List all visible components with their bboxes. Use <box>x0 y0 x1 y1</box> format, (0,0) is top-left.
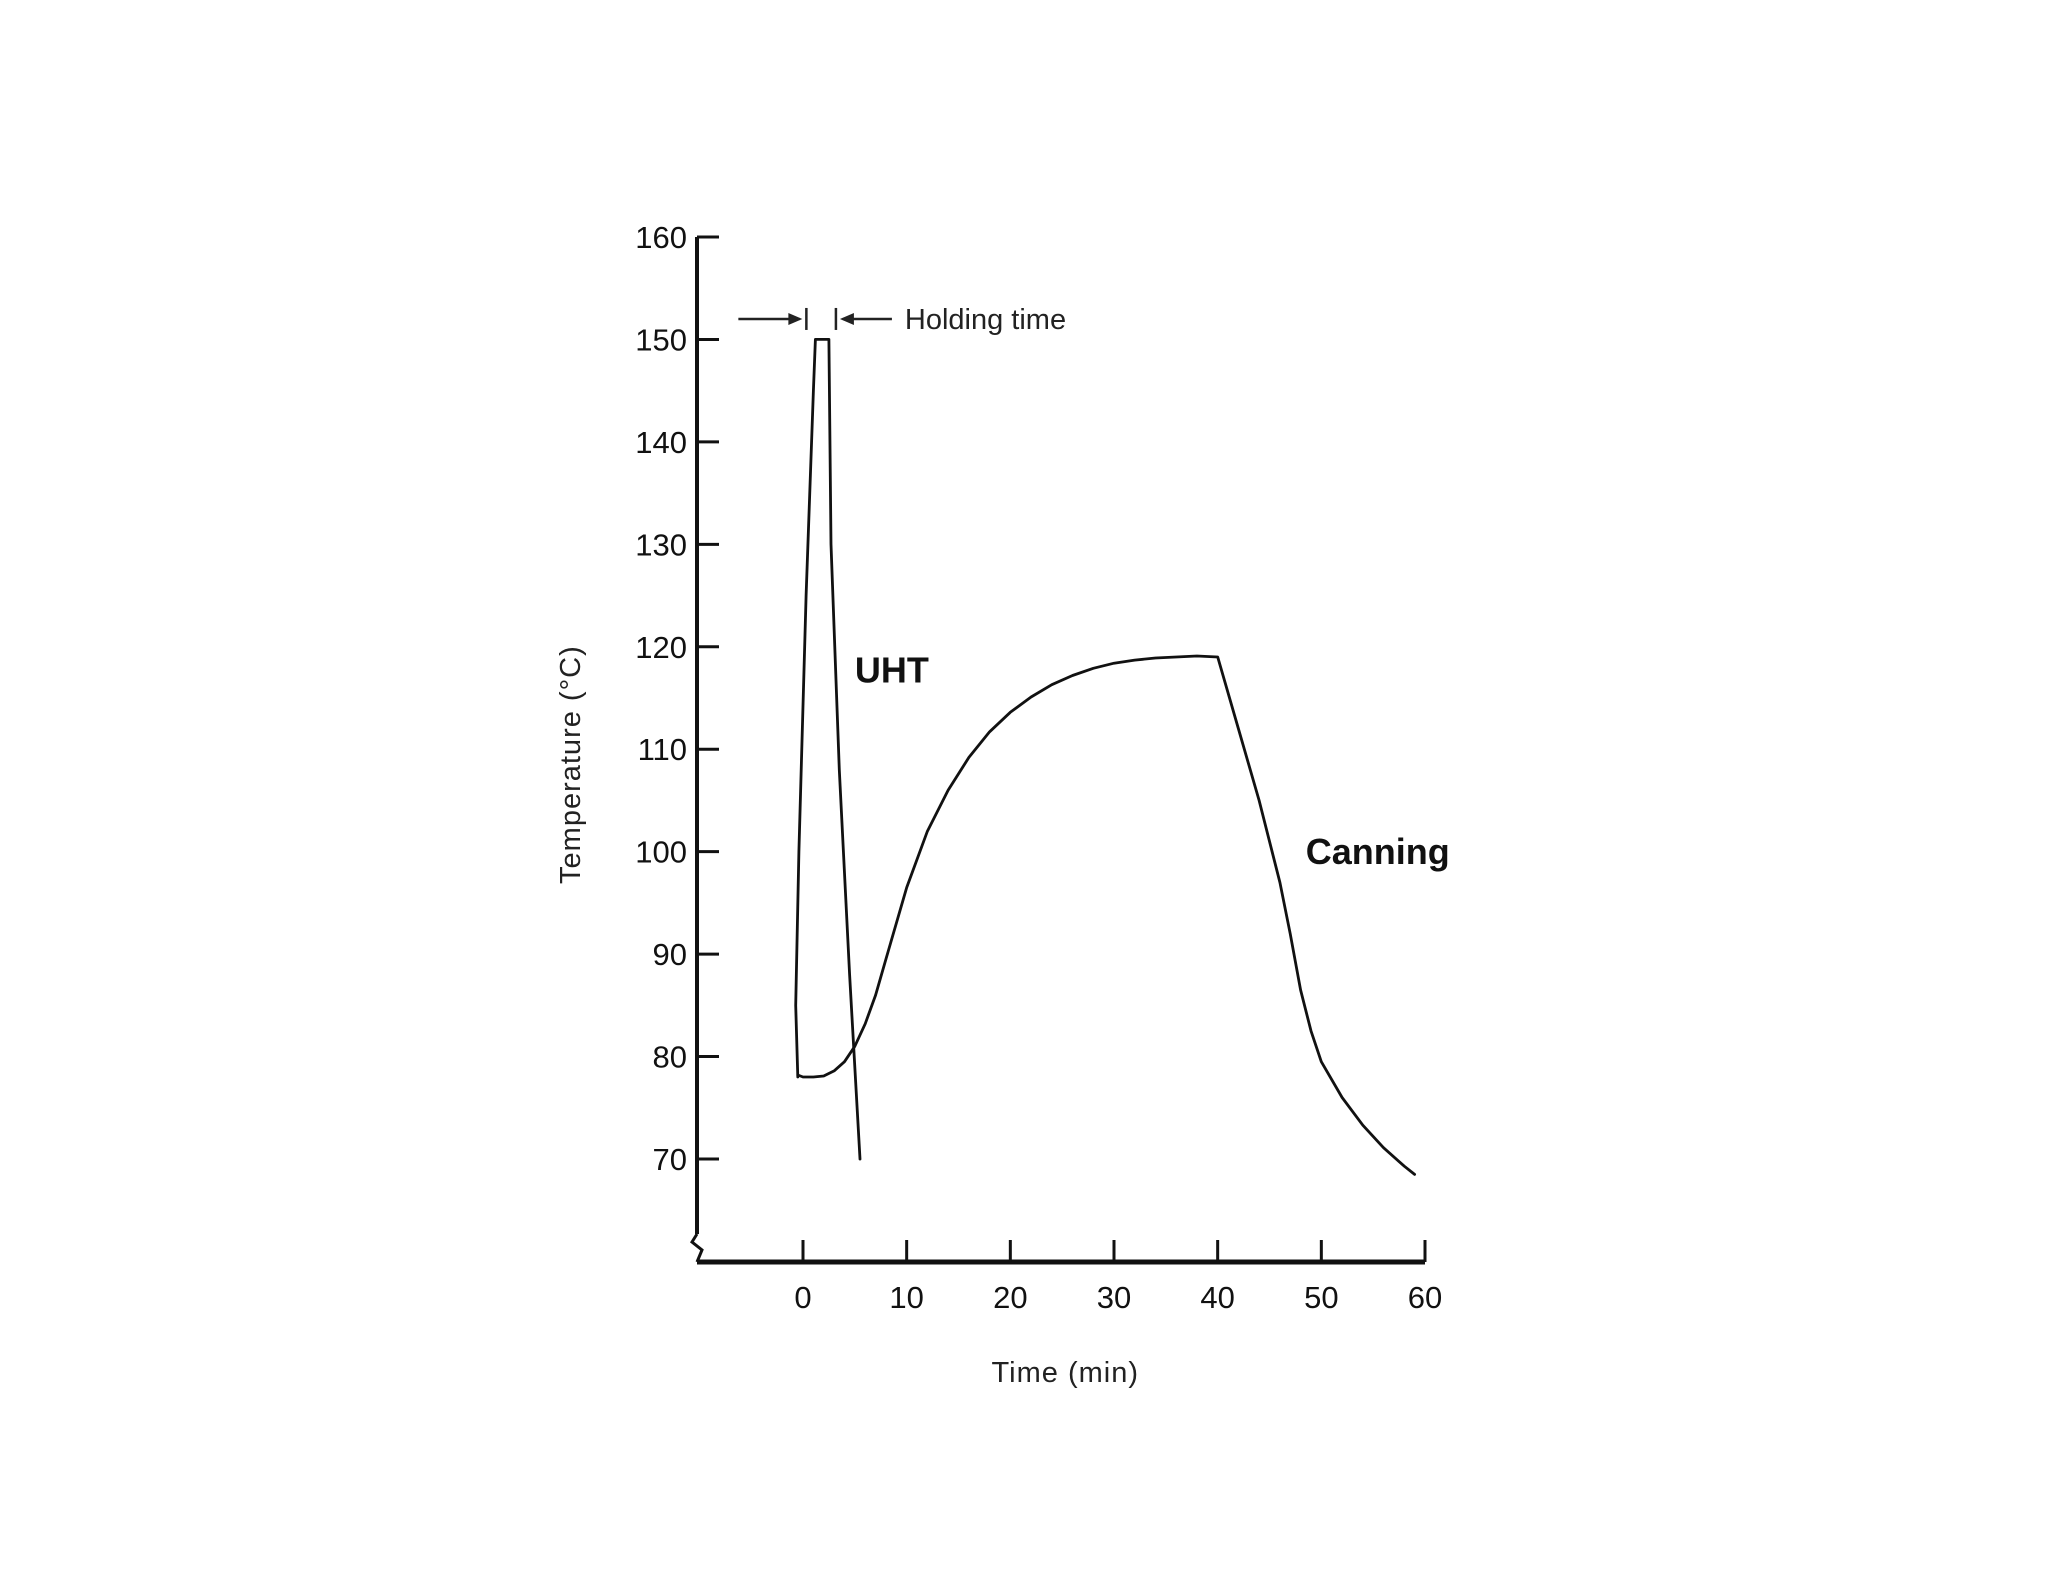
y-tick-label: 70 <box>653 1142 687 1177</box>
y-tick-label: 140 <box>635 425 687 460</box>
tick-labels: 70 80 90 100 110 120 130 140 150 160 0 10 20 30 40 50 60 <box>635 220 1442 1315</box>
chart-labels: UHT Canning Time (min) Temperature (°C) … <box>555 304 1450 1389</box>
x-tick-label: 10 <box>889 1280 923 1315</box>
holding-time-annotation <box>738 307 892 330</box>
x-tick-label: 20 <box>993 1280 1027 1315</box>
y-tick-label: 130 <box>635 527 687 562</box>
x-tick-label: 40 <box>1200 1280 1234 1315</box>
y-axis-title: Temperature (°C) <box>555 645 587 884</box>
x-tick-label: 60 <box>1408 1280 1442 1315</box>
y-tick-label: 120 <box>635 630 687 665</box>
series-line-canning <box>796 654 1416 1176</box>
y-tick-label: 110 <box>638 732 687 767</box>
x-tick-label: 50 <box>1304 1280 1338 1315</box>
series-line-uht <box>794 337 862 1161</box>
series-label-uht: UHT <box>855 650 929 691</box>
holding-time-label: Holding time <box>905 304 1066 336</box>
y-tick-label: 90 <box>653 937 687 972</box>
axes <box>690 237 1425 1265</box>
y-tick-label: 150 <box>635 322 687 357</box>
x-tick-label: 30 <box>1097 1280 1131 1315</box>
y-tick-label: 160 <box>635 220 687 255</box>
x-tick-label: 0 <box>794 1280 811 1315</box>
series-label-canning: Canning <box>1306 831 1450 872</box>
tick-marks <box>697 235 1427 1262</box>
y-axis-break <box>690 1233 704 1263</box>
x-axis-title: Time (min) <box>992 1357 1139 1389</box>
holding-arrowhead-left <box>788 312 803 325</box>
y-tick-label: 80 <box>653 1040 687 1075</box>
holding-arrowhead-right <box>839 312 854 325</box>
series-lines <box>794 337 1416 1176</box>
y-tick-label: 100 <box>635 835 687 870</box>
